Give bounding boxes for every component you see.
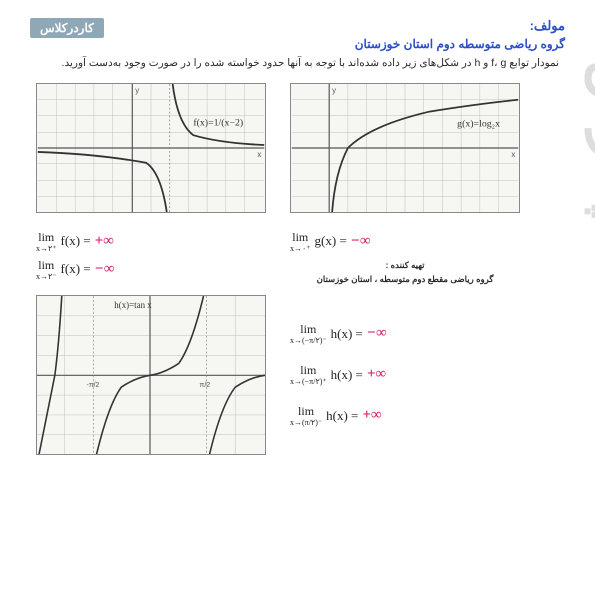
credit-line-1: تهیه کننده : — [290, 258, 520, 272]
limit-h-2: limx→(−π/۲)⁺ h(x) = +∞ — [290, 363, 520, 386]
graph-f: f(x)=1/(x−2) y x — [36, 83, 266, 213]
formula-f-label: f(x)=1/(x−2) — [193, 117, 243, 128]
graph-g: g(x)=log₂x y x — [290, 83, 520, 213]
class-badge: کاردرکلاس — [30, 18, 104, 38]
svg-text:π/2: π/2 — [200, 382, 211, 389]
limit-h-3: limx→(π/۲)⁻ h(x) = +∞ — [290, 404, 520, 427]
svg-text:x: x — [257, 150, 261, 159]
svg-text:y: y — [135, 86, 139, 95]
author-label: مولف: — [355, 18, 565, 34]
problem-text: نمودار توابع f، g و h در شکل‌های زیر داد… — [36, 55, 559, 73]
limit-h-1: limx→(−π/۲)⁻ h(x) = −∞ — [290, 322, 520, 345]
author-group: گروه ریاضی متوسطه دوم استان خوزستان — [355, 37, 565, 51]
limit-f-2: limx→۲⁻ f(x) = −∞ — [36, 258, 266, 281]
graph-h: h(x)=tan x -π/2 π/2 — [36, 295, 266, 455]
formula-h-label: h(x)=tan x — [114, 300, 152, 310]
formula-g-label: g(x)=log₂x — [457, 118, 500, 129]
limit-g-1: limx→٠⁺ g(x) = −∞ — [290, 230, 520, 253]
credit-line-2: گروه ریاضی مقطع دوم متوسطه ، استان خوزست… — [290, 272, 520, 286]
svg-text:-π/2: -π/2 — [87, 382, 100, 389]
svg-text:y: y — [332, 86, 336, 95]
svg-text:x: x — [511, 150, 515, 159]
limit-f-1: limx→۲⁺ f(x) = +∞ — [36, 230, 266, 253]
